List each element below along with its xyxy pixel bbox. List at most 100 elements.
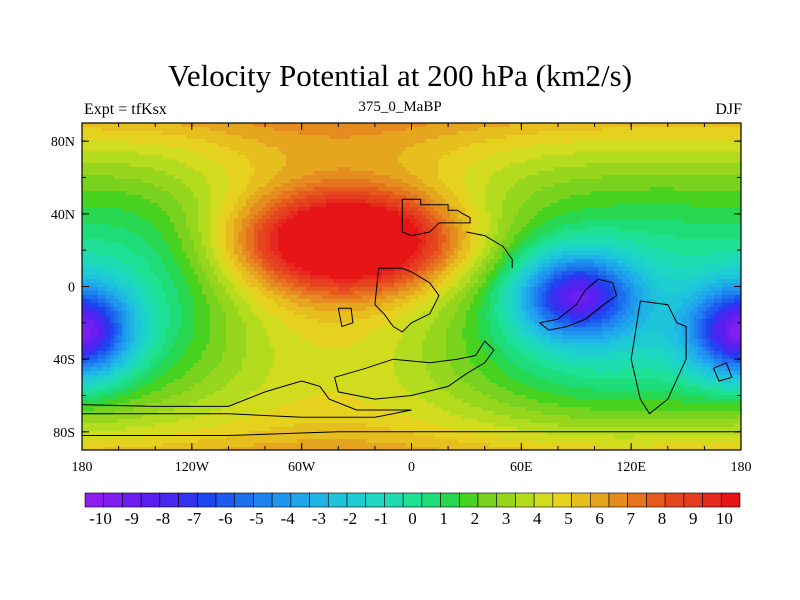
field-cell bbox=[670, 231, 675, 236]
field-cell bbox=[650, 207, 655, 212]
field-cell bbox=[638, 171, 643, 176]
field-cell bbox=[334, 139, 339, 144]
field-cell bbox=[586, 159, 591, 164]
field-cell bbox=[726, 215, 731, 220]
field-cell bbox=[626, 147, 631, 152]
field-cell bbox=[678, 183, 683, 188]
field-cell bbox=[242, 231, 247, 236]
field-cell bbox=[226, 207, 231, 212]
field-cell bbox=[366, 219, 371, 224]
field-cell bbox=[190, 171, 195, 176]
field-cell bbox=[642, 179, 647, 184]
field-cell bbox=[370, 191, 375, 196]
field-cell bbox=[310, 195, 315, 200]
field-cell bbox=[194, 143, 199, 148]
field-cell bbox=[298, 179, 303, 184]
field-cell bbox=[110, 203, 115, 208]
field-cell bbox=[582, 183, 587, 188]
field-cell bbox=[314, 147, 319, 152]
field-cell bbox=[226, 199, 231, 204]
field-cell bbox=[578, 147, 583, 152]
field-cell bbox=[266, 211, 271, 216]
field-cell bbox=[86, 127, 91, 132]
field-cell bbox=[410, 187, 415, 192]
field-cell bbox=[250, 151, 255, 156]
field-cell bbox=[658, 223, 663, 228]
field-cell bbox=[710, 175, 715, 180]
field-cell bbox=[266, 235, 271, 240]
field-cell bbox=[366, 231, 371, 236]
field-cell bbox=[406, 215, 411, 220]
field-cell bbox=[326, 235, 331, 240]
field-cell bbox=[138, 231, 143, 236]
field-cell bbox=[310, 203, 315, 208]
field-cell bbox=[594, 131, 599, 136]
field-cell bbox=[126, 147, 131, 152]
field-cell bbox=[414, 171, 419, 176]
field-cell bbox=[322, 211, 327, 216]
field-cell bbox=[206, 219, 211, 224]
field-cell bbox=[114, 243, 119, 248]
field-cell bbox=[154, 191, 159, 196]
field-cell bbox=[310, 187, 315, 192]
field-cell bbox=[730, 239, 735, 244]
field-cell bbox=[410, 227, 415, 232]
field-cell bbox=[586, 167, 591, 172]
field-cell bbox=[126, 203, 131, 208]
field-cell bbox=[254, 179, 259, 184]
field-cell bbox=[634, 163, 639, 168]
field-cell bbox=[618, 195, 623, 200]
field-cell bbox=[658, 219, 663, 224]
field-cell bbox=[682, 183, 687, 188]
field-cell bbox=[106, 191, 111, 196]
field-cell bbox=[298, 223, 303, 228]
field-cell bbox=[178, 195, 183, 200]
field-cell bbox=[154, 163, 159, 168]
field-cell bbox=[566, 139, 571, 144]
field-cell bbox=[658, 195, 663, 200]
field-cell bbox=[506, 187, 511, 192]
field-cell bbox=[346, 183, 351, 188]
field-cell bbox=[690, 191, 695, 196]
field-cell bbox=[566, 151, 571, 156]
field-cell bbox=[174, 235, 179, 240]
field-cell bbox=[490, 159, 495, 164]
field-cell bbox=[334, 175, 339, 180]
field-cell bbox=[514, 167, 519, 172]
field-cell bbox=[678, 131, 683, 136]
field-cell bbox=[518, 207, 523, 212]
field-cell bbox=[158, 163, 163, 168]
field-cell bbox=[578, 167, 583, 172]
field-cell bbox=[90, 235, 95, 240]
field-cell bbox=[134, 195, 139, 200]
field-cell bbox=[426, 227, 431, 232]
field-cell bbox=[738, 211, 743, 216]
field-cell bbox=[426, 127, 431, 132]
field-cell bbox=[578, 211, 583, 216]
field-cell bbox=[486, 215, 491, 220]
field-cell bbox=[502, 167, 507, 172]
field-cell bbox=[94, 207, 99, 212]
field-cell bbox=[478, 223, 483, 228]
field-cell bbox=[294, 123, 299, 128]
field-cell bbox=[678, 207, 683, 212]
field-cell bbox=[166, 215, 171, 220]
field-cell bbox=[610, 203, 615, 208]
field-cell bbox=[174, 243, 179, 248]
field-cell bbox=[406, 227, 411, 232]
field-cell bbox=[546, 219, 551, 224]
field-cell bbox=[410, 215, 415, 220]
field-cell bbox=[674, 127, 679, 132]
field-cell bbox=[566, 195, 571, 200]
field-cell bbox=[526, 135, 531, 140]
field-cell bbox=[258, 231, 263, 236]
field-cell bbox=[554, 231, 559, 236]
field-cell bbox=[262, 151, 267, 156]
field-cell bbox=[198, 131, 203, 136]
field-cell bbox=[198, 227, 203, 232]
field-cell bbox=[110, 227, 115, 232]
field-cell bbox=[418, 187, 423, 192]
field-cell bbox=[226, 139, 231, 144]
field-cell bbox=[458, 199, 463, 204]
field-cell bbox=[462, 167, 467, 172]
